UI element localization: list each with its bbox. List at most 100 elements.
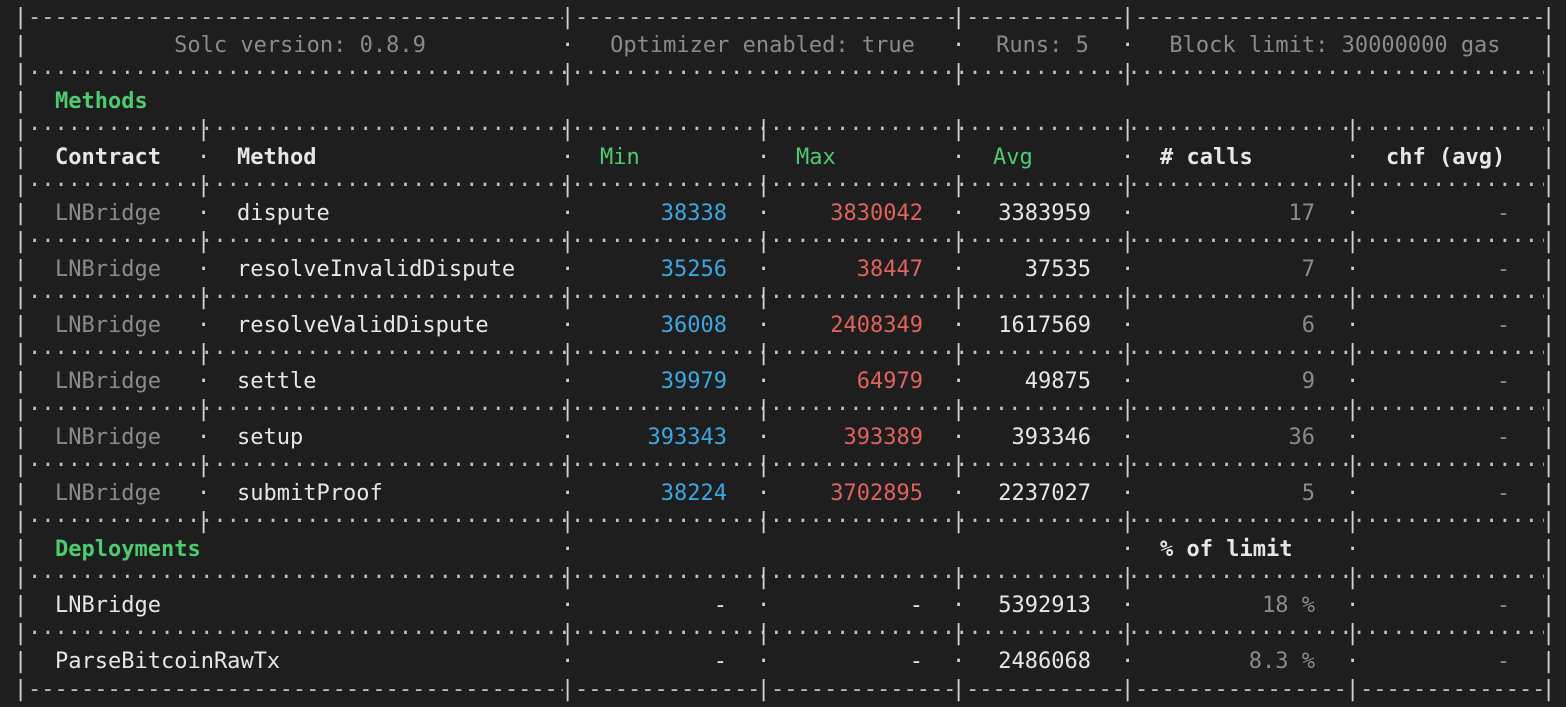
column-divider: · <box>1121 593 1135 618</box>
column-divider: · <box>757 257 771 282</box>
row-avg: 3383959 <box>998 201 1091 226</box>
row-method: submitProof <box>237 481 383 506</box>
separator-junction: | <box>1121 117 1135 142</box>
border-junction: | <box>757 677 771 702</box>
separator-junction: | <box>757 229 771 254</box>
separator-junction: | <box>561 453 575 478</box>
column-divider: · <box>1121 425 1135 450</box>
separator-junction: | <box>197 229 211 254</box>
separator-junction: | <box>1542 117 1556 142</box>
separator-junction: | <box>1542 173 1556 198</box>
deployment-name: LNBridge <box>55 593 161 618</box>
column-divider: · <box>197 313 211 338</box>
separator-junction: | <box>1542 509 1556 534</box>
separator-junction: | <box>1346 341 1360 366</box>
row-calls: 9 <box>1301 369 1315 394</box>
separator-junction: | <box>757 509 771 534</box>
row-max: 64979 <box>856 369 923 394</box>
column-divider: · <box>1346 145 1360 170</box>
column-divider: · <box>952 313 966 338</box>
border-junction: | <box>561 5 575 30</box>
separator-junction: | <box>1542 621 1556 646</box>
left-border: | <box>14 537 28 562</box>
row-min: 38224 <box>660 481 727 506</box>
separator-junction: | <box>1542 229 1556 254</box>
row-separator: ········································… <box>28 117 1544 142</box>
row-calls: 17 <box>1288 201 1316 226</box>
column-divider: · <box>952 145 966 170</box>
methods-section-title: Methods <box>55 89 148 114</box>
bottom-border: -------------- <box>1360 677 1544 702</box>
row-chf: - <box>1496 201 1510 226</box>
separator-junction: | <box>197 453 211 478</box>
row-contract: LNBridge <box>55 313 161 338</box>
separator-junction: | <box>14 285 28 310</box>
column-divider: · <box>561 425 575 450</box>
row-avg: 393346 <box>1011 425 1091 450</box>
column-divider: · <box>757 593 771 618</box>
separator-junction: | <box>561 565 575 590</box>
left-border: | <box>14 201 28 226</box>
separator-junction: | <box>952 509 966 534</box>
separator-junction: | <box>1542 453 1556 478</box>
separator-junction: | <box>14 565 28 590</box>
deployment-min: - <box>713 649 727 674</box>
row-chf: - <box>1496 313 1510 338</box>
row-max: 2408349 <box>830 313 923 338</box>
right-border: | <box>1542 145 1556 170</box>
column-divider: · <box>1346 593 1360 618</box>
separator-junction: | <box>561 397 575 422</box>
border-junction: | <box>1121 677 1135 702</box>
column-divider: · <box>561 201 575 226</box>
separator-junction: | <box>561 173 575 198</box>
row-contract: LNBridge <box>55 481 161 506</box>
column-divider: · <box>1346 481 1360 506</box>
border-junction: | <box>952 677 966 702</box>
column-divider: · <box>757 313 771 338</box>
separator-junction: | <box>561 341 575 366</box>
separator-junction: | <box>14 117 28 142</box>
row-min: 38338 <box>660 201 727 226</box>
column-divider: · <box>561 649 575 674</box>
separator-junction: | <box>757 285 771 310</box>
row-contract: LNBridge <box>55 257 161 282</box>
column-header-method: Method <box>237 145 317 170</box>
border-junction: | <box>561 677 575 702</box>
separator-junction: | <box>1121 453 1135 478</box>
row-contract: LNBridge <box>55 369 161 394</box>
separator-junction: | <box>1121 61 1135 86</box>
column-header-avg: Avg <box>993 145 1033 170</box>
separator-junction: | <box>1346 173 1360 198</box>
bottom-border: -------------- <box>575 677 759 702</box>
row-separator: ········································… <box>28 341 1544 366</box>
separator-junction: | <box>197 341 211 366</box>
top-border: ------------ <box>966 5 1123 30</box>
border-junction: | <box>1346 677 1360 702</box>
top-border: ----------------------------- <box>575 5 954 30</box>
separator-junction: | <box>952 453 966 478</box>
left-border: | <box>14 425 28 450</box>
bottom-border: ------------ <box>966 677 1123 702</box>
row-separator: ········································… <box>28 509 1544 534</box>
column-divider: · <box>197 145 211 170</box>
column-divider: · <box>561 313 575 338</box>
column-divider: · <box>1121 537 1135 562</box>
column-header-percent-of-limit: % of limit <box>1160 537 1293 562</box>
row-avg: 2237027 <box>998 481 1091 506</box>
separator-junction: | <box>1346 117 1360 142</box>
separator-junction: | <box>1346 453 1360 478</box>
column-divider: · <box>1346 537 1360 562</box>
column-divider: · <box>757 369 771 394</box>
column-divider: · <box>561 145 575 170</box>
separator-junction: | <box>952 229 966 254</box>
separator-junction: | <box>1121 397 1135 422</box>
separator-junction: | <box>757 453 771 478</box>
separator-junction: | <box>561 117 575 142</box>
separator-junction: | <box>952 117 966 142</box>
separator-junction: | <box>1346 621 1360 646</box>
row-avg: 1617569 <box>998 313 1091 338</box>
left-border: | <box>14 593 28 618</box>
row-separator: ········································… <box>28 453 1544 478</box>
column-divider: · <box>757 425 771 450</box>
row-calls: 5 <box>1301 481 1315 506</box>
